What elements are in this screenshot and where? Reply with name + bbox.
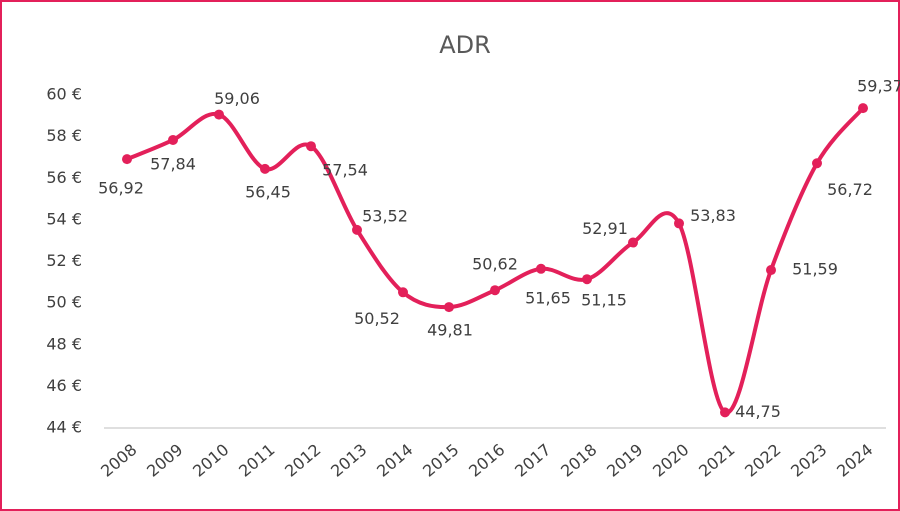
data-label: 50,52 — [354, 309, 400, 328]
y-tick-label: 48 € — [46, 334, 82, 353]
point — [214, 109, 224, 120]
chart-title: ADR — [439, 31, 491, 59]
data-label: 57,54 — [322, 161, 368, 180]
data-label: 44,75 — [735, 402, 781, 421]
data-label: 59,37 — [857, 77, 900, 96]
data-label: 56,92 — [98, 179, 144, 198]
y-tick-label: 50 € — [46, 293, 82, 312]
data-label: 51,65 — [525, 288, 571, 307]
point — [812, 158, 822, 169]
y-tick-label: 58 € — [46, 126, 82, 145]
point — [674, 218, 684, 229]
y-tick-label: 56 € — [46, 168, 82, 187]
y-tick-label: 60 € — [46, 85, 82, 104]
point — [536, 263, 546, 274]
y-tick-label: 52 € — [46, 251, 82, 270]
data-label: 49,81 — [427, 321, 473, 340]
data-label: 57,84 — [150, 154, 196, 173]
point — [306, 141, 316, 152]
data-label: 59,06 — [214, 89, 260, 108]
point — [858, 103, 868, 114]
point — [352, 224, 362, 235]
data-label: 50,62 — [472, 255, 518, 274]
y-tick-label: 54 € — [46, 209, 82, 228]
point — [398, 287, 408, 298]
data-label: 56,45 — [245, 182, 291, 201]
data-label: 53,52 — [362, 206, 408, 225]
point — [444, 302, 454, 313]
data-label: 51,15 — [581, 291, 627, 310]
data-label: 56,72 — [827, 180, 873, 199]
point — [122, 154, 132, 165]
data-label: 53,83 — [690, 206, 736, 225]
data-label: 52,91 — [582, 219, 628, 238]
y-tick-label: 44 € — [46, 418, 82, 437]
point — [720, 407, 730, 418]
point — [490, 285, 500, 296]
data-label: 51,59 — [792, 260, 838, 279]
y-tick-label: 46 € — [46, 376, 82, 395]
point — [168, 134, 178, 145]
point — [766, 265, 776, 276]
point — [628, 237, 638, 248]
point — [260, 163, 270, 174]
point — [582, 274, 592, 285]
